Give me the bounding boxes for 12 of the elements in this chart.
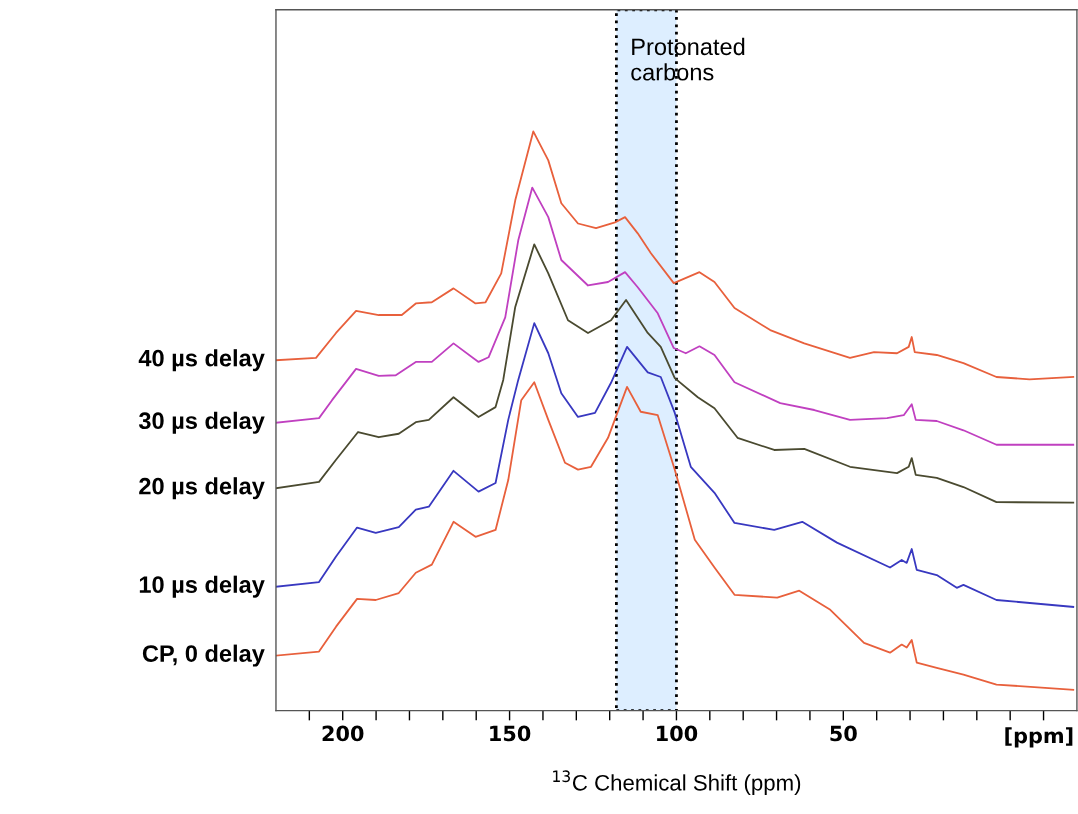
x-tick-label: 50 [830, 725, 857, 742]
series-label: CP, 0 delay [142, 644, 265, 667]
series-label: 20 µs delay [139, 477, 265, 500]
x-tick-label: 200 [322, 725, 364, 742]
x-tick-label: 100 [657, 725, 698, 742]
band-label: Protonated carbons [631, 37, 745, 81]
x-axis-title: $^{13}$C Chemical Shift (ppm) [553, 770, 801, 796]
series-label: 30 µs delay [138, 411, 265, 434]
series-label: 10 µs delay [139, 575, 265, 598]
text: [ppm] [1005, 727, 1073, 748]
x-tick-label: 150 [490, 725, 531, 742]
series-label: 40 µs delay [138, 349, 265, 372]
